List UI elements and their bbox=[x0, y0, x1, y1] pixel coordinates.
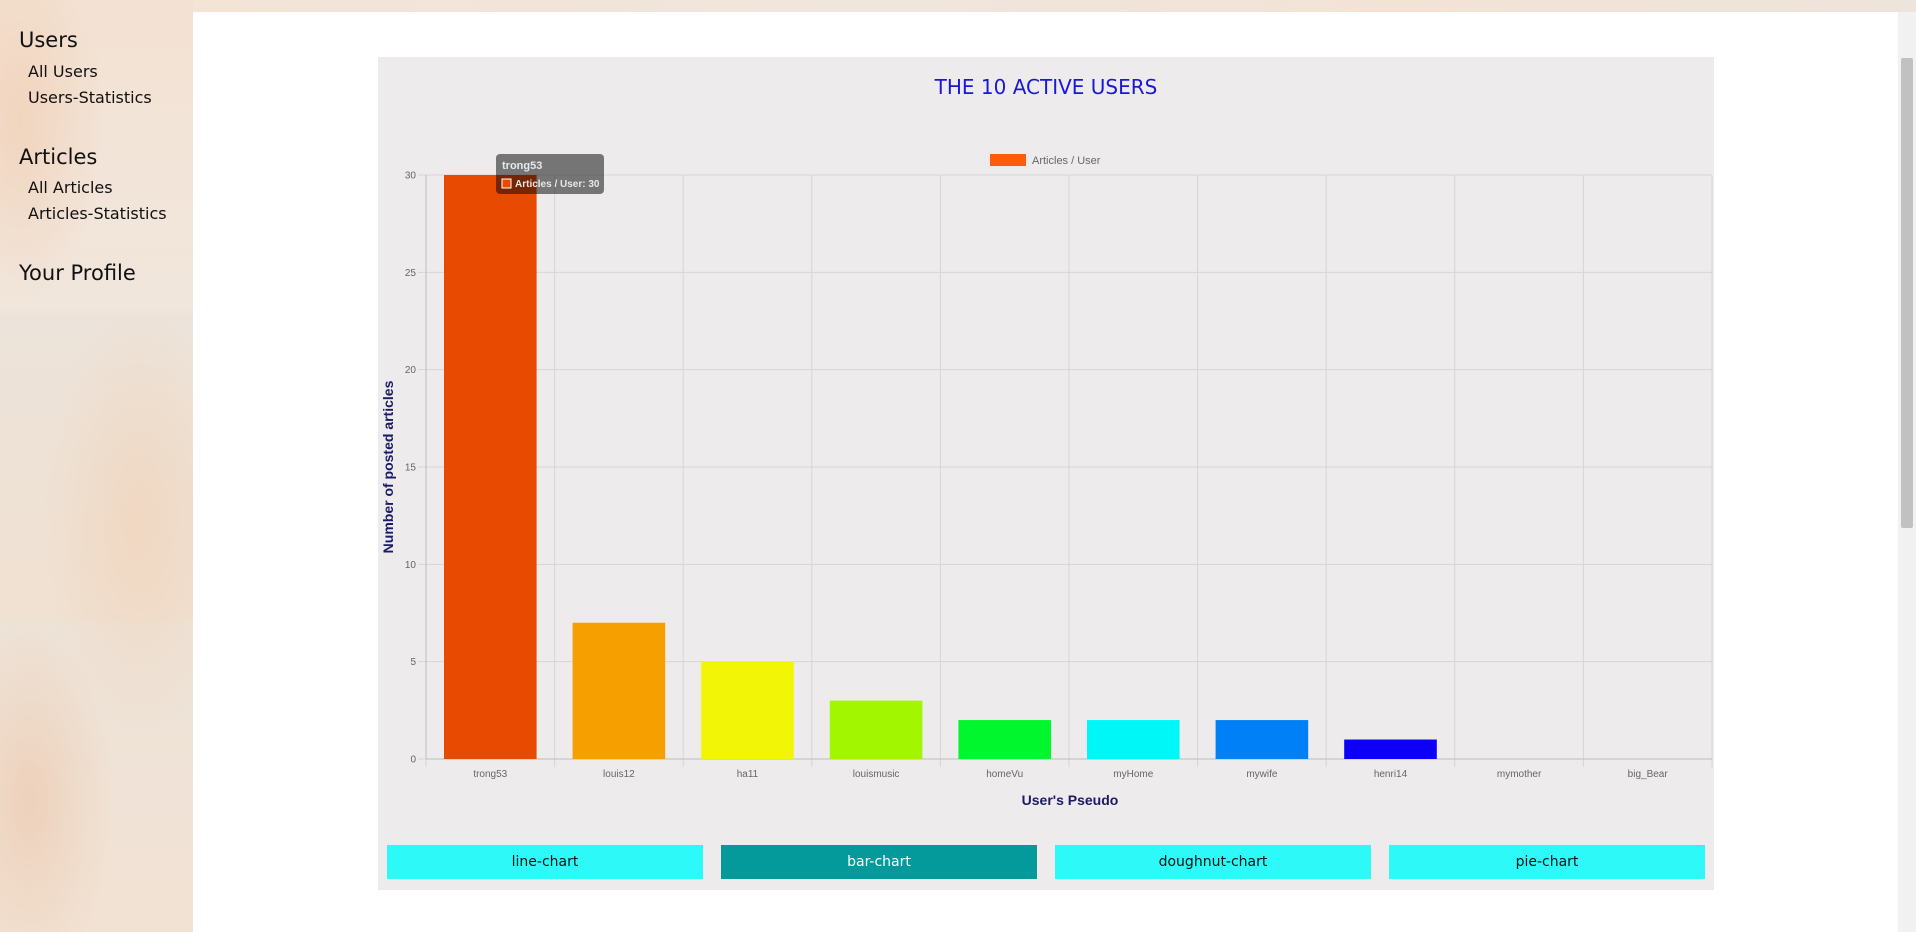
sidebar-link-users-statistics[interactable]: Users-Statistics bbox=[28, 88, 152, 107]
sidebar-link-all-articles[interactable]: All Articles bbox=[28, 178, 113, 197]
chart-tooltip: trong53 Articles / User: 30 bbox=[496, 154, 604, 194]
bar-louis12[interactable] bbox=[572, 622, 666, 759]
sidebar-link-your-profile[interactable]: Your Profile bbox=[19, 261, 136, 285]
bar-henri14[interactable] bbox=[1344, 739, 1437, 759]
scrollbar-thumb[interactable] bbox=[1901, 58, 1913, 528]
top-background-strip bbox=[193, 0, 1916, 12]
x-tick-label: louis12 bbox=[603, 769, 635, 780]
x-tick-label: big_Bear bbox=[1628, 769, 1669, 780]
x-tick-label: ha11 bbox=[737, 769, 759, 780]
x-tick-label: henri14 bbox=[1374, 769, 1408, 780]
bar-chart-button[interactable]: bar-chart bbox=[721, 845, 1037, 879]
bar-chart: 0 5 10 15 20 25 30 trong53 louis12 ha11 louismusic… bbox=[380, 154, 1713, 808]
sidebar-link-articles-statistics[interactable]: Articles-Statistics bbox=[28, 204, 167, 223]
y-tick-label: 10 bbox=[405, 560, 417, 571]
bar-trong53[interactable] bbox=[444, 175, 537, 759]
chart-panel: THE 10 ACTIVE USERS 0 5 10 15 20 25 30 trong53 l… bbox=[378, 57, 1714, 890]
tooltip-title: trong53 bbox=[502, 160, 542, 172]
bar-mywife[interactable] bbox=[1215, 720, 1309, 759]
x-tick-label: louismusic bbox=[853, 769, 900, 780]
y-tick-label: 20 bbox=[405, 365, 417, 376]
bar-myHome[interactable] bbox=[1087, 720, 1180, 759]
y-tick-label: 15 bbox=[405, 463, 417, 474]
y-tick-label: 5 bbox=[410, 657, 416, 668]
sidebar: Users All Users Users-Statistics Article… bbox=[0, 0, 193, 932]
y-axis-title: Number of posted articles bbox=[380, 380, 396, 553]
x-tick-label: mymother bbox=[1497, 769, 1542, 780]
sidebar-group-articles[interactable]: Articles bbox=[19, 145, 98, 169]
y-tick-label: 30 bbox=[405, 171, 417, 182]
x-tick-label: mywife bbox=[1246, 769, 1278, 780]
legend-label[interactable]: Articles / User bbox=[1032, 155, 1101, 167]
doughnut-chart-button[interactable]: doughnut-chart bbox=[1055, 845, 1371, 879]
x-tick-label: myHome bbox=[1113, 769, 1153, 780]
sidebar-group-users[interactable]: Users bbox=[19, 28, 78, 52]
x-tick-label: trong53 bbox=[473, 769, 507, 780]
line-chart-button[interactable]: line-chart bbox=[387, 845, 703, 879]
tooltip-swatch bbox=[501, 178, 512, 189]
legend-swatch[interactable] bbox=[990, 154, 1026, 166]
y-tick-label: 0 bbox=[410, 755, 416, 766]
chart-title: THE 10 ACTIVE USERS bbox=[934, 75, 1158, 99]
bar-ha11[interactable] bbox=[701, 661, 794, 759]
x-axis-title: User's Pseudo bbox=[1022, 792, 1119, 808]
bar-homeVu[interactable] bbox=[958, 720, 1051, 759]
sidebar-link-all-users[interactable]: All Users bbox=[28, 62, 98, 81]
tooltip-body: Articles / User: 30 bbox=[515, 179, 600, 190]
x-tick-label: homeVu bbox=[986, 769, 1023, 780]
bar-louismusic[interactable] bbox=[829, 700, 923, 759]
pie-chart-button[interactable]: pie-chart bbox=[1389, 845, 1705, 879]
y-tick-label: 25 bbox=[405, 268, 417, 279]
